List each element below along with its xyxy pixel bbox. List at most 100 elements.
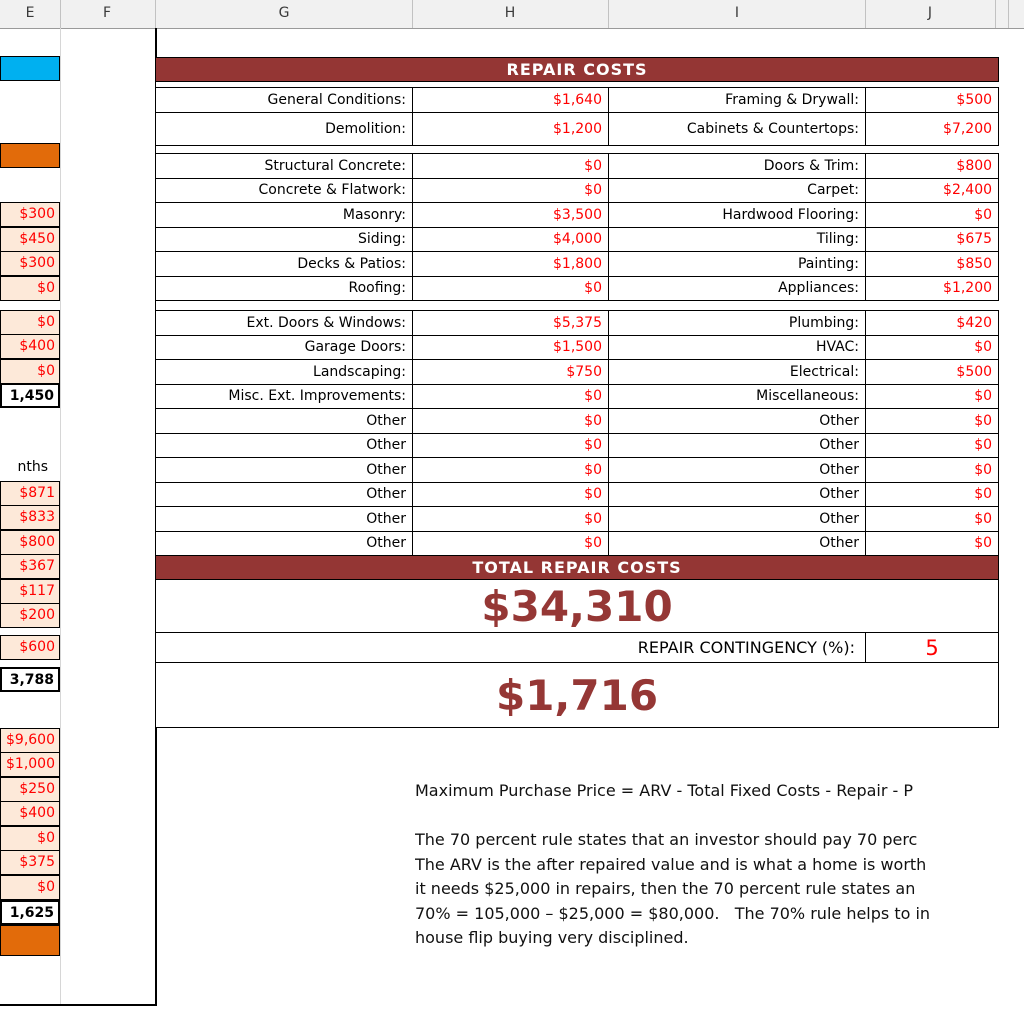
repair-item-value[interactable]: $800 (864, 153, 1000, 179)
repair-item-value[interactable]: $0 (412, 481, 609, 507)
repair-item-value[interactable]: $850 (864, 251, 1000, 277)
e-column-cell[interactable]: 1,625 (0, 900, 60, 925)
repair-row: Masonry: $3,500 Hardwood Flooring: $0 (155, 202, 1000, 228)
repair-item-value[interactable]: $0 (864, 202, 1000, 228)
repair-item-label: Miscellaneous: (608, 383, 866, 409)
repair-item-value[interactable]: $0 (412, 530, 609, 556)
column-header-H[interactable]: H (504, 5, 516, 21)
column-header-G[interactable]: G (278, 5, 290, 21)
repair-item-value[interactable]: $1,200 (864, 275, 1000, 301)
repair-item-value[interactable]: $0 (864, 481, 1000, 507)
repair-item-value[interactable]: $420 (864, 310, 1000, 336)
e-column-cell[interactable]: $300 (0, 251, 60, 276)
e-column-cell[interactable]: $450 (0, 227, 60, 252)
orange-cell-bottom[interactable] (0, 925, 60, 956)
repair-item-value[interactable]: $1,200 (412, 112, 609, 146)
e-column-cell[interactable]: $250 (0, 777, 60, 802)
notes-line: The ARV is the after repaired value and … (415, 854, 927, 874)
e-column-cell[interactable]: $0 (0, 310, 60, 335)
e-column-cell[interactable]: $800 (0, 530, 60, 555)
repair-row: Siding: $4,000 Tiling: $675 (155, 226, 1000, 252)
repair-item-value[interactable]: $0 (412, 408, 609, 434)
e-column-cell[interactable]: $9,600 (0, 728, 60, 753)
e-column-cell[interactable]: $400 (0, 801, 60, 826)
repair-item-value[interactable]: $0 (864, 408, 1000, 434)
e-column-cell[interactable]: $0 (0, 875, 60, 900)
e-column-cell[interactable]: $117 (0, 579, 60, 604)
row-gap (155, 145, 999, 154)
repair-item-value[interactable]: $0 (412, 383, 609, 409)
repair-item-value[interactable]: $0 (412, 506, 609, 532)
e-column-cell[interactable]: $871 (0, 481, 60, 506)
repair-item-value[interactable]: $0 (864, 334, 1000, 360)
repair-item-value[interactable]: $0 (864, 506, 1000, 532)
repair-item-value[interactable]: $0 (412, 432, 609, 458)
repair-row: Structural Concrete: $0 Doors & Trim: $800 (155, 153, 1000, 179)
column-header-J[interactable]: J (927, 5, 933, 21)
notes-line: 70% = 105,000 – $25,000 = $80,000. The 7… (415, 903, 931, 923)
e-column-cell[interactable]: $375 (0, 850, 60, 875)
repair-row: Demolition: $1,200 Cabinets & Countertops:… (155, 112, 1000, 146)
contingency-amount-value[interactable]: $1,716 (154, 662, 1000, 728)
seventy-percent-rule-text: The 70 percent rule states that an inves… (415, 828, 1024, 951)
repair-item-label: Decks & Patios: (155, 251, 413, 277)
column-header-F[interactable]: F (102, 5, 112, 21)
repair-item-label: Misc. Ext. Improvements: (155, 383, 413, 409)
orange-cell-top[interactable] (0, 143, 60, 168)
e-column-cell[interactable]: $0 (0, 826, 60, 851)
e-column-cell[interactable]: $600 (0, 635, 60, 660)
repair-item-value[interactable]: $0 (412, 177, 609, 203)
e-column-cell[interactable]: 1,450 (0, 383, 60, 408)
e-column-cell[interactable]: $1,000 (0, 752, 60, 777)
repair-item-value[interactable]: $500 (864, 359, 1000, 385)
e-column-cell[interactable]: $400 (0, 334, 60, 359)
repair-item-label: Other (608, 408, 866, 434)
row-gap (155, 300, 999, 311)
repair-row: Ext. Doors & Windows: $5,375 Plumbing: $420 (155, 310, 1000, 336)
repair-item-label: Other (608, 432, 866, 458)
repair-item-value[interactable]: $3,500 (412, 202, 609, 228)
notes-line: it needs $25,000 in repairs, then the 70… (415, 879, 916, 898)
repair-item-value[interactable]: $0 (864, 432, 1000, 458)
repair-item-value[interactable]: $7,200 (864, 112, 1000, 146)
total-repair-costs-value[interactable]: $34,310 (154, 579, 1000, 633)
repair-item-label: Other (155, 530, 413, 556)
column-header-I[interactable]: I (734, 5, 740, 21)
repair-costs-table: REPAIR COSTS General Conditions: $1,640 Fr… (154, 57, 1000, 728)
notes-line: The 70 percent rule states that an inves… (415, 830, 918, 849)
repair-item-value[interactable]: $1,640 (412, 87, 609, 113)
e-column-cell[interactable]: $200 (0, 603, 60, 628)
repair-item-value[interactable]: $500 (864, 87, 1000, 113)
total-repair-costs-header: TOTAL REPAIR COSTS (154, 555, 1000, 580)
repair-item-value[interactable]: $1,500 (412, 334, 609, 360)
repair-item-value[interactable]: $0 (864, 383, 1000, 409)
repair-item-label: Appliances: (608, 275, 866, 301)
blue-cell[interactable] (0, 56, 60, 81)
column-header-E[interactable]: E (25, 5, 35, 21)
repair-item-value[interactable]: $4,000 (412, 226, 609, 252)
repair-item-value[interactable]: $0 (412, 275, 609, 301)
repair-item-label: Doors & Trim: (608, 153, 866, 179)
e-column-cell[interactable]: $300 (0, 202, 60, 227)
repair-item-value[interactable]: $675 (864, 226, 1000, 252)
e-column-cell[interactable]: 3,788 (0, 667, 60, 692)
repair-item-label: Masonry: (155, 202, 413, 228)
e-column-cell[interactable]: $0 (0, 359, 60, 384)
repair-contingency-input[interactable]: 5 (864, 632, 1000, 663)
repair-item-value[interactable]: $2,400 (864, 177, 1000, 203)
repair-item-value[interactable]: $750 (412, 359, 609, 385)
repair-item-value[interactable]: $1,800 (412, 251, 609, 277)
repair-item-value[interactable]: $0 (864, 530, 1000, 556)
e-column-cell[interactable]: $0 (0, 276, 60, 301)
repair-item-label: Concrete & Flatwork: (155, 177, 413, 203)
repair-row: Other $0 Other $0 (155, 432, 1000, 458)
repair-row: Landscaping: $750 Electrical: $500 (155, 359, 1000, 385)
e-column-cell[interactable]: $833 (0, 505, 60, 530)
repair-item-value[interactable]: $0 (412, 153, 609, 179)
repair-item-value[interactable]: $0 (412, 457, 609, 483)
repair-item-value[interactable]: $0 (864, 457, 1000, 483)
repair-item-value[interactable]: $5,375 (412, 310, 609, 336)
repair-row: General Conditions: $1,640 Framing & Drywa… (155, 87, 1000, 113)
repair-row: Decks & Patios: $1,800 Painting: $850 (155, 251, 1000, 277)
e-column-cell[interactable]: $367 (0, 554, 60, 579)
